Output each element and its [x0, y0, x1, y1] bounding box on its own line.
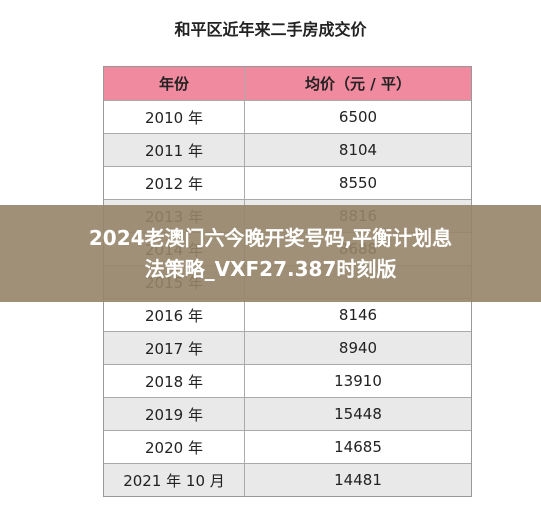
- header-cell: 均价（元 / 平）: [305, 75, 411, 93]
- table-cell: 8146: [338, 306, 378, 324]
- table-cell: 6500: [338, 108, 378, 126]
- table-row: 2020 年 14685: [104, 430, 471, 463]
- table-row: 2017 年 8940: [104, 331, 471, 364]
- table-row: 2021 年 10 月 14481: [104, 463, 471, 496]
- table-cell: 2017 年: [104, 332, 245, 364]
- table-cell: 14685: [334, 438, 382, 456]
- title: 和平区近年来二手房成交价: [174, 20, 367, 39]
- table-row: 2018 年 13910: [104, 364, 471, 397]
- header-cell: 年份: [104, 67, 245, 100]
- table-row: 2019 年 15448: [104, 397, 471, 430]
- banner: 2024老澳门六今晚开奖号码,平衡计划息 法策略_VXF27.387时刻版: [0, 205, 541, 302]
- table-cell: 2018 年: [104, 365, 245, 397]
- table-cell: 8104: [338, 141, 378, 159]
- table-cell: 2012 年: [104, 167, 245, 199]
- table-cell: 2016 年: [104, 299, 245, 331]
- header-row: 年份 均价（元 / 平）: [104, 67, 471, 100]
- table-cell: 14481: [334, 471, 382, 489]
- table-cell: 15448: [334, 405, 382, 423]
- banner-line: 法策略_VXF27.387时刻版: [144, 256, 397, 281]
- table-cell: 2020 年: [104, 431, 245, 463]
- table-cell: 8940: [338, 339, 378, 357]
- table-cell: 2019 年: [104, 398, 245, 430]
- table-row: 2010 年 6500: [104, 100, 471, 133]
- table-cell: 13910: [334, 372, 382, 390]
- table-row: 2016 年 8146: [104, 298, 471, 331]
- table-row: 2011 年 8104: [104, 133, 471, 166]
- table-row: 2012 年 8550: [104, 166, 471, 199]
- table-cell: 8550: [338, 174, 378, 192]
- table-cell: 2021 年 10 月: [104, 464, 245, 496]
- table-cell: 2010 年: [104, 101, 245, 133]
- table-cell: 2011 年: [104, 134, 245, 166]
- banner-line: 2024老澳门六今晚开奖号码,平衡计划息: [88, 225, 453, 250]
